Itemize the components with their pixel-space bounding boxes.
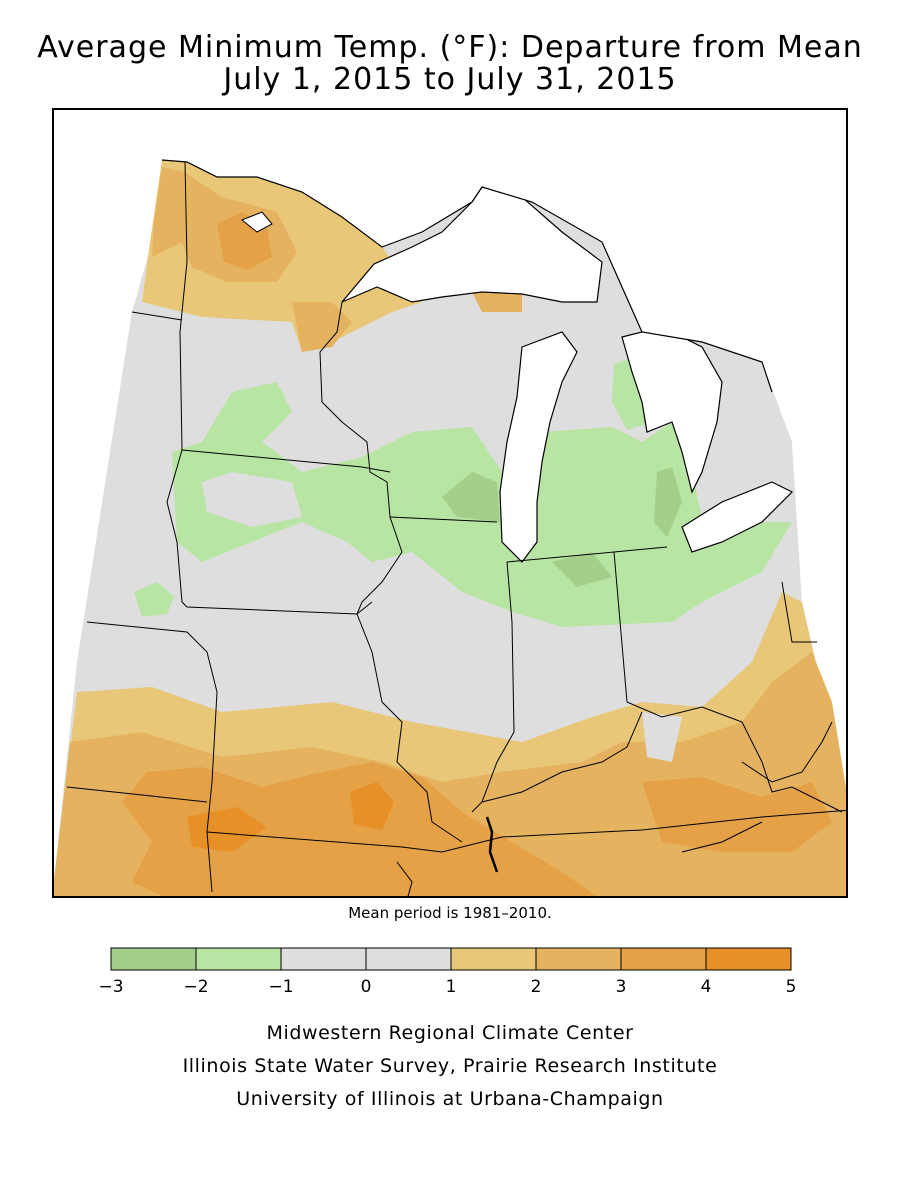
credit-line-3: University of Illinois at Urbana-Champai… <box>236 1088 664 1110</box>
legend-svg: −3 −2 −1 0 1 2 3 4 5 <box>98 947 797 997</box>
anomaly-warm-minnesota-arrowhead <box>292 302 352 352</box>
canada-us-border <box>161 159 773 393</box>
lake-of-the-woods <box>241 211 273 233</box>
mississippi-river <box>485 816 499 873</box>
anomaly-warm-upper-mi <box>472 292 522 312</box>
neutral-hole-iowa <box>202 472 302 527</box>
legend-swatch <box>620 947 707 971</box>
legend-tick-label: 0 <box>361 977 372 997</box>
anomaly-warm-south-3 <box>122 762 597 896</box>
anomaly-cool-core-east <box>654 467 682 537</box>
legend-tick-label: 5 <box>786 977 797 997</box>
color-legend: −3 −2 −1 0 1 2 3 4 5 <box>0 946 900 1006</box>
map-svg <box>54 112 846 896</box>
legend-tick-label: 1 <box>446 977 457 997</box>
map-frame <box>52 108 848 898</box>
legend-tick-label: −3 <box>98 977 123 997</box>
legend-swatch <box>280 947 367 971</box>
legend-swatch <box>705 947 792 971</box>
lake-superior <box>341 186 603 303</box>
lake-huron <box>621 326 723 494</box>
legend-tick-label: −2 <box>183 977 208 997</box>
state-boundaries <box>66 161 846 896</box>
map-date-range: July 1, 2015 to July 31, 2015 <box>223 62 677 97</box>
credit-line-2: Illinois State Water Survey, Prairie Res… <box>182 1055 718 1077</box>
legend-swatch <box>450 947 537 971</box>
legend-swatch <box>365 947 452 971</box>
legend-swatch <box>535 947 622 971</box>
legend-tick-label: −1 <box>268 977 293 997</box>
anomaly-warm-south-east <box>642 777 832 852</box>
credit-line-1: Midwestern Regional Climate Center <box>266 1022 634 1044</box>
anomaly-cool-iowa-west <box>134 582 174 617</box>
legend-swatch <box>110 947 197 971</box>
anomaly-neutral-patch-sw <box>642 712 682 762</box>
lake-erie <box>681 481 794 553</box>
legend-tick-label: 2 <box>531 977 542 997</box>
anomaly-cool-core-mi <box>552 552 612 587</box>
anomaly-cool-core-wi <box>442 472 500 522</box>
anomaly-warm-peak-kansas <box>187 807 267 852</box>
canada-no-data <box>54 112 846 402</box>
legend-tick-label: 3 <box>616 977 627 997</box>
legend-swatch <box>195 947 282 971</box>
map-title: Average Minimum Temp. (°F): Departure fr… <box>37 30 863 65</box>
mean-period-note: Mean period is 1981–2010. <box>348 904 552 922</box>
legend-tick-label: 4 <box>701 977 712 997</box>
lake-michigan <box>499 331 578 563</box>
anomaly-warm-peak-missouri <box>350 782 394 830</box>
